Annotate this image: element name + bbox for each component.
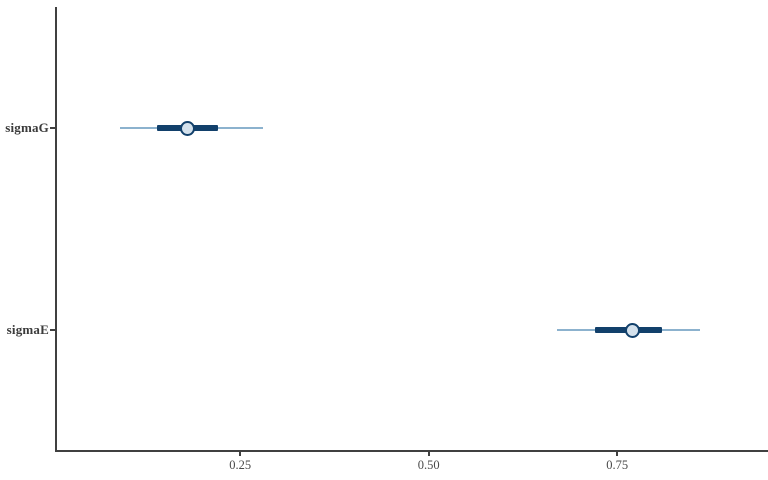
x-axis-tick-label: 0.75 (606, 458, 629, 472)
y-axis-tick-sigmaG (50, 127, 55, 129)
x-axis-tick-label: 0.25 (229, 458, 252, 472)
x-axis-tick (239, 451, 242, 456)
x-axis-tick (616, 451, 619, 456)
y-axis-label-sigmaE: sigmaE (6, 322, 49, 337)
y-axis-line (55, 7, 57, 452)
point-estimate-marker (624, 322, 640, 338)
x-axis-tick (427, 451, 430, 456)
x-axis-line (55, 450, 768, 452)
x-axis-tick-label: 0.50 (417, 458, 440, 472)
y-axis-label-sigmaG: sigmaG (5, 120, 49, 135)
y-axis-tick-sigmaE (50, 329, 55, 331)
point-estimate-marker (179, 120, 195, 136)
